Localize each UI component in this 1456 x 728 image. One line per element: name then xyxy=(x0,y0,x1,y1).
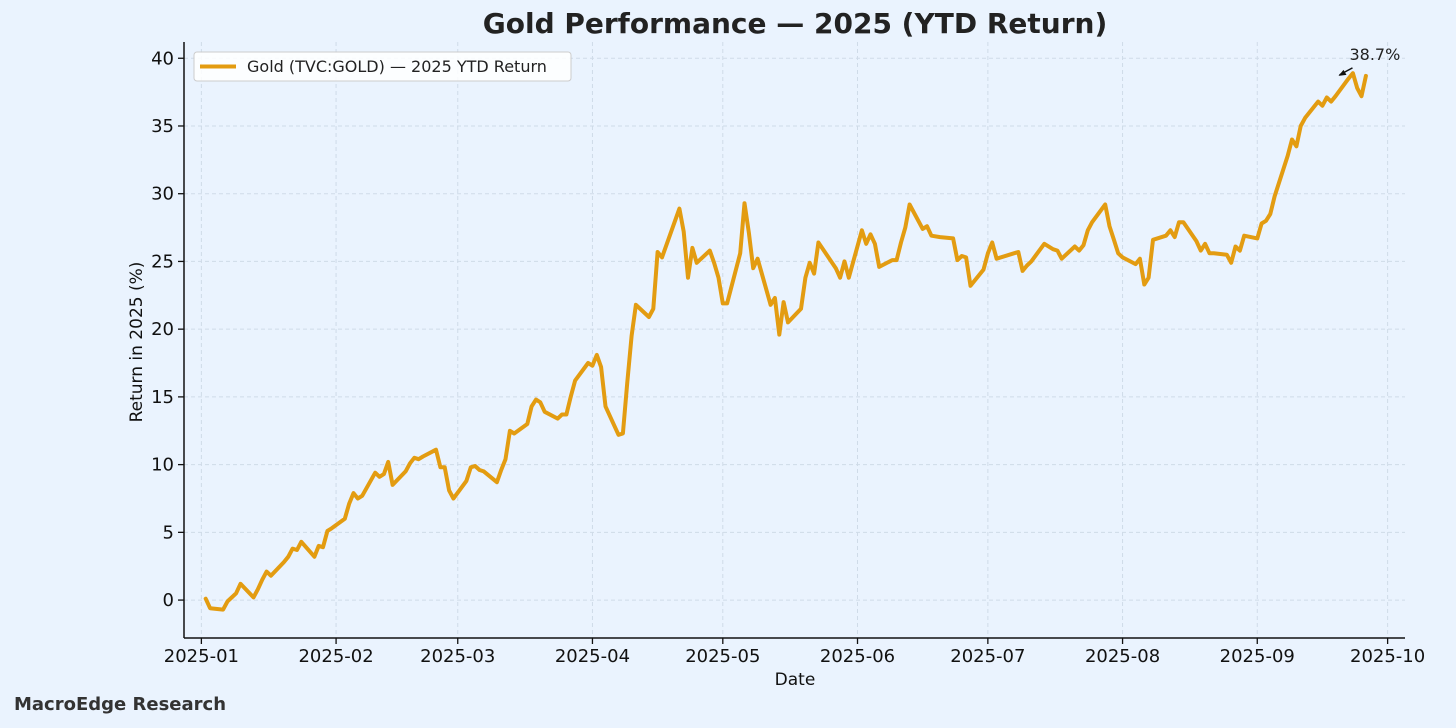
y-axis-label: Return in 2025 (%) xyxy=(127,262,147,423)
x-tick-label: 2025-10 xyxy=(1350,646,1425,667)
annotation-arrowhead xyxy=(1338,69,1347,76)
y-tick-label: 20 xyxy=(151,319,174,340)
x-axis-label: Date xyxy=(775,670,816,690)
legend-box xyxy=(193,51,572,82)
x-tick-label: 2025-07 xyxy=(950,646,1025,667)
footer-brand: MacroEdge Research xyxy=(14,694,227,715)
y-tick-label: 30 xyxy=(151,184,174,205)
annotation: 38.7% xyxy=(1338,45,1400,76)
legend-label: Gold (TVC:GOLD) — 2025 YTD Return xyxy=(247,57,547,76)
x-tick-label: 2025-08 xyxy=(1085,646,1160,667)
y-tick-label: 25 xyxy=(151,251,174,272)
chart-title: Gold Performance — 2025 (YTD Return) xyxy=(483,7,1108,40)
y-tick-label: 40 xyxy=(151,48,174,69)
series-line-gold xyxy=(203,71,1368,612)
x-tick-label: 2025-05 xyxy=(685,646,760,667)
x-tick-label: 2025-01 xyxy=(164,646,239,667)
y-tick-label: 15 xyxy=(151,387,174,408)
x-tick-label: 2025-02 xyxy=(298,646,373,667)
x-tick-label: 2025-06 xyxy=(820,646,895,667)
x-tick-label: 2025-03 xyxy=(420,646,495,667)
annotation-label: 38.7% xyxy=(1349,45,1400,64)
legend: Gold (TVC:GOLD) — 2025 YTD Return xyxy=(193,51,572,82)
axes: 0 5 10 15 20 25 30 35 40 2025-01 2025-02 2025-03 202… xyxy=(151,42,1425,667)
series-layer xyxy=(203,71,1368,612)
x-tick-label: 2025-09 xyxy=(1220,646,1295,667)
grid xyxy=(184,42,1405,638)
y-tick-label: 10 xyxy=(151,455,174,476)
y-tick-label: 35 xyxy=(151,116,174,137)
y-tick-label: 5 xyxy=(163,522,174,543)
y-tick-label: 0 xyxy=(163,590,174,611)
x-tick-label: 2025-04 xyxy=(555,646,630,667)
